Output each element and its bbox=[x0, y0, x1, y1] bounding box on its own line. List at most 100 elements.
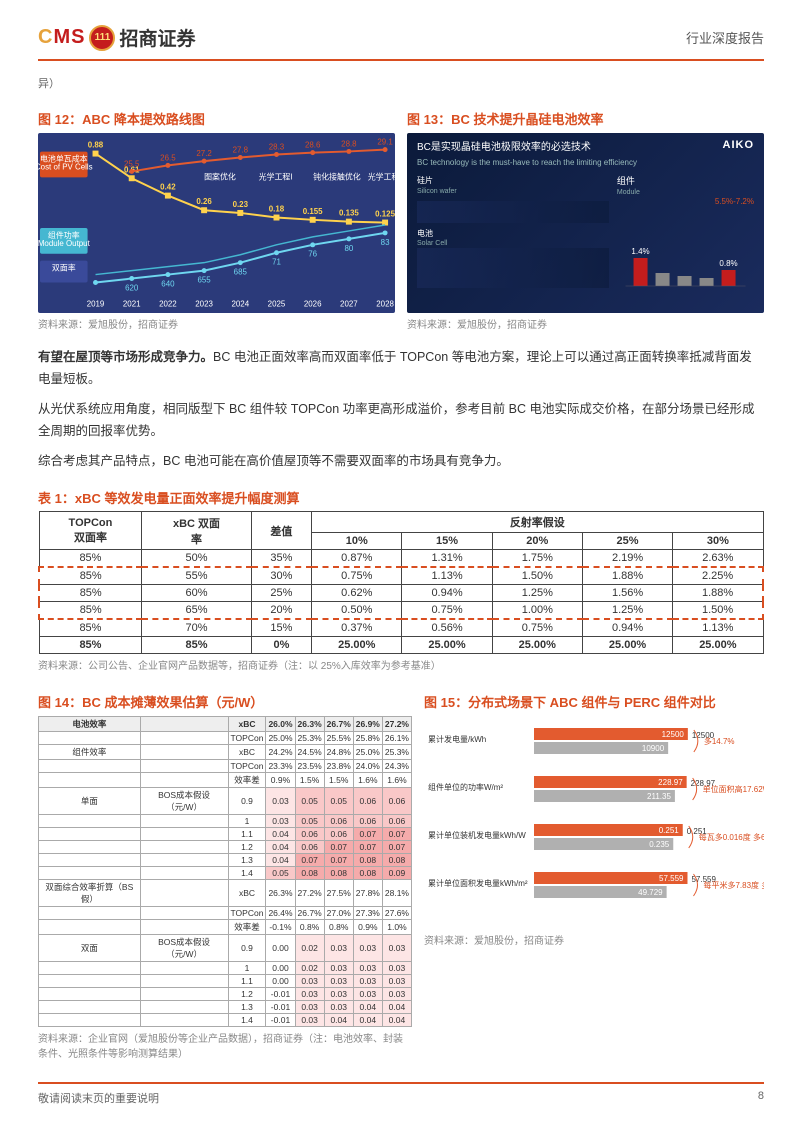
svg-text:累计单位面积发电量kWh/m²: 累计单位面积发电量kWh/m² bbox=[428, 878, 528, 888]
svg-text:57.559: 57.559 bbox=[659, 874, 684, 883]
svg-text:2023: 2023 bbox=[195, 299, 213, 308]
fig15-title: 图 15：分布式场景下 ABC 组件与 PERC 组件对比 bbox=[424, 692, 764, 711]
svg-text:2021: 2021 bbox=[123, 299, 141, 308]
fig13-headline-en: BC technology is the must-have to reach … bbox=[417, 158, 754, 168]
fig14-table: 电池效率xBC26.0%26.3%26.7%26.9%27.2%TOPCon25… bbox=[38, 716, 412, 1027]
fig12-chart: 电池单瓦成本Cost of PV Cells组件功率Module Output双… bbox=[38, 133, 395, 313]
svg-text:29.1: 29.1 bbox=[377, 138, 393, 147]
note-top: 异） bbox=[38, 75, 764, 91]
svg-text:2024: 2024 bbox=[231, 299, 249, 308]
fig13-module-sub: Module bbox=[617, 188, 754, 197]
svg-text:12500: 12500 bbox=[662, 730, 685, 739]
svg-text:685: 685 bbox=[234, 268, 248, 277]
svg-text:光学工程II: 光学工程II bbox=[368, 171, 395, 181]
svg-text:25.5: 25.5 bbox=[124, 159, 140, 168]
svg-text:26.5: 26.5 bbox=[160, 153, 176, 162]
svg-text:多14.7%: 多14.7% bbox=[704, 736, 735, 746]
fig13-title: 图 13：BC 技术提升晶硅电池效率 bbox=[407, 109, 764, 128]
body-text: 有望在屋顶等市场形成竞争力。BC 电池正面效率高而双面率低于 TOPCon 等电… bbox=[38, 347, 764, 472]
svg-text:Cost of PV Cells: Cost of PV Cells bbox=[38, 162, 93, 171]
svg-text:0.23: 0.23 bbox=[233, 200, 249, 209]
svg-text:28.8: 28.8 bbox=[341, 139, 357, 148]
p3: 综合考虑其产品特点，BC 电池可能在高价值屋顶等不需要双面率的市场具有竞争力。 bbox=[38, 451, 764, 473]
svg-text:0.155: 0.155 bbox=[303, 207, 323, 216]
fig15-chart: 累计发电量/kWh125001250010900多14.7%组件单位的功率W/m… bbox=[424, 716, 764, 926]
p1: 有望在屋顶等市场形成竞争力。BC 电池正面效率高而双面率低于 TOPCon 等电… bbox=[38, 347, 764, 391]
svg-text:钝化接触优化: 钝化接触优化 bbox=[313, 171, 361, 181]
fig12: 图 12：ABC 降本提效路线图 电池单瓦成本Cost of PV Cells组… bbox=[38, 109, 395, 331]
svg-text:80: 80 bbox=[344, 244, 353, 253]
footer-left: 敬请阅读末页的重要说明 bbox=[38, 1090, 159, 1106]
table1-title: 表 1：xBC 等效发电量正面效率提升幅度测算 bbox=[38, 488, 764, 507]
svg-text:0.251: 0.251 bbox=[659, 826, 680, 835]
svg-text:双面率: 双面率 bbox=[52, 263, 76, 273]
svg-text:组件单位的功率W/m²: 组件单位的功率W/m² bbox=[428, 782, 503, 792]
svg-text:0.88: 0.88 bbox=[88, 141, 104, 150]
logo-cms: CMS bbox=[38, 26, 85, 49]
fig14: 图 14：BC 成本摊薄效果估算（元/W） 电池效率xBC26.0%26.3%2… bbox=[38, 692, 412, 1060]
svg-text:0.8%: 0.8% bbox=[719, 259, 737, 268]
table1-source: 资料来源：公司公告、企业官网产品数据等，招商证券（注：以 25%入库效率为参考基… bbox=[38, 657, 764, 672]
fig13-headline-cn: BC是实现晶硅电池极限效率的必选技术 bbox=[417, 141, 754, 154]
fig12-title: 图 12：ABC 降本提效路线图 bbox=[38, 109, 395, 128]
logo-circle-icon: 111 bbox=[89, 25, 115, 51]
fig15: 图 15：分布式场景下 ABC 组件与 PERC 组件对比 累计发电量/kWh 1… bbox=[424, 692, 764, 1060]
svg-text:累计发电量/kWh: 累计发电量/kWh bbox=[428, 734, 486, 744]
fig12-svg: 电池单瓦成本Cost of PV Cells组件功率Module Output双… bbox=[38, 133, 395, 313]
svg-text:83: 83 bbox=[381, 238, 390, 247]
svg-text:10900: 10900 bbox=[642, 744, 665, 753]
svg-text:28.6: 28.6 bbox=[305, 141, 321, 150]
svg-text:2028: 2028 bbox=[376, 299, 394, 308]
svg-text:单位面积高17.62W 多8.3%: 单位面积高17.62W 多8.3% bbox=[703, 784, 764, 794]
svg-text:光学工程I: 光学工程I bbox=[259, 171, 293, 181]
svg-text:28.3: 28.3 bbox=[269, 143, 285, 152]
fig13-sec2-sub: Solar Cell bbox=[417, 239, 609, 248]
fig13-bars: 1.4% 0.8% bbox=[617, 208, 754, 298]
svg-text:620: 620 bbox=[125, 283, 139, 292]
svg-text:2025: 2025 bbox=[268, 299, 286, 308]
svg-text:27.8: 27.8 bbox=[233, 146, 249, 155]
svg-text:49.729: 49.729 bbox=[638, 888, 663, 897]
fig13-chart: AIKO BC是实现晶硅电池极限效率的必选技术 BC technology is… bbox=[407, 133, 764, 313]
logo-cn: 招商证券 bbox=[119, 24, 195, 51]
fig15-source: 资料来源：爱旭股份，招商证券 bbox=[424, 932, 764, 947]
footer-right: 8 bbox=[758, 1090, 764, 1106]
svg-text:655: 655 bbox=[197, 276, 211, 285]
svg-text:228.97: 228.97 bbox=[658, 778, 683, 787]
logo: CMS 111 招商证券 bbox=[38, 24, 195, 51]
svg-text:0.135: 0.135 bbox=[339, 209, 359, 218]
table1: TOPCon双面率xBC 双面率差值反射率假设10%15%20%25%30%85… bbox=[38, 511, 764, 654]
header-right: 行业深度报告 bbox=[686, 28, 764, 47]
fig13-sec1-title: 硅片 bbox=[417, 176, 609, 186]
svg-text:每瓦多0.016度 多6.8%: 每瓦多0.016度 多6.8% bbox=[699, 832, 764, 842]
fig14-source: 资料来源：企业官网（爱旭股份等企业产品数据），招商证券（注：电池效率、封装条件、… bbox=[38, 1030, 412, 1060]
page-header: CMS 111 招商证券 行业深度报告 bbox=[38, 24, 764, 61]
svg-text:2027: 2027 bbox=[340, 299, 358, 308]
svg-text:0.18: 0.18 bbox=[269, 205, 285, 214]
svg-text:76: 76 bbox=[308, 250, 317, 259]
fig13-sec1-sub: Silicon wafer bbox=[417, 187, 609, 196]
svg-text:1.4%: 1.4% bbox=[631, 247, 649, 256]
fig13-module: 组件 bbox=[617, 176, 754, 188]
fig13-side-pct: 5.5%-7.2% bbox=[617, 197, 754, 207]
svg-text:0.125: 0.125 bbox=[375, 210, 395, 219]
fig13-sec2-title: 电池 bbox=[417, 229, 609, 239]
svg-text:图案优化: 图案优化 bbox=[204, 171, 236, 181]
svg-text:Module Output: Module Output bbox=[38, 239, 91, 248]
svg-text:71: 71 bbox=[272, 258, 281, 267]
svg-text:0.42: 0.42 bbox=[160, 183, 176, 192]
fig13: 图 13：BC 技术提升晶硅电池效率 AIKO BC是实现晶硅电池极限效率的必选… bbox=[407, 109, 764, 331]
svg-text:211.35: 211.35 bbox=[647, 792, 671, 801]
fig-row-14-15: 图 14：BC 成本摊薄效果估算（元/W） 电池效率xBC26.0%26.3%2… bbox=[38, 692, 764, 1060]
svg-text:累计单位装机发电量kWh/W: 累计单位装机发电量kWh/W bbox=[428, 830, 526, 840]
fig13-inner: BC是实现晶硅电池极限效率的必选技术 BC technology is the … bbox=[407, 133, 764, 309]
svg-text:27.2: 27.2 bbox=[196, 149, 211, 158]
fig-row-12-13: 图 12：ABC 降本提效路线图 电池单瓦成本Cost of PV Cells组… bbox=[38, 109, 764, 331]
svg-text:640: 640 bbox=[161, 279, 175, 288]
svg-text:2019: 2019 bbox=[87, 299, 105, 308]
svg-text:0.26: 0.26 bbox=[196, 197, 212, 206]
fig14-title: 图 14：BC 成本摊薄效果估算（元/W） bbox=[38, 692, 412, 711]
svg-text:0.235: 0.235 bbox=[649, 840, 670, 849]
fig13-source: 资料来源：爱旭股份，招商证券 bbox=[407, 316, 764, 331]
svg-text:2022: 2022 bbox=[159, 299, 177, 308]
